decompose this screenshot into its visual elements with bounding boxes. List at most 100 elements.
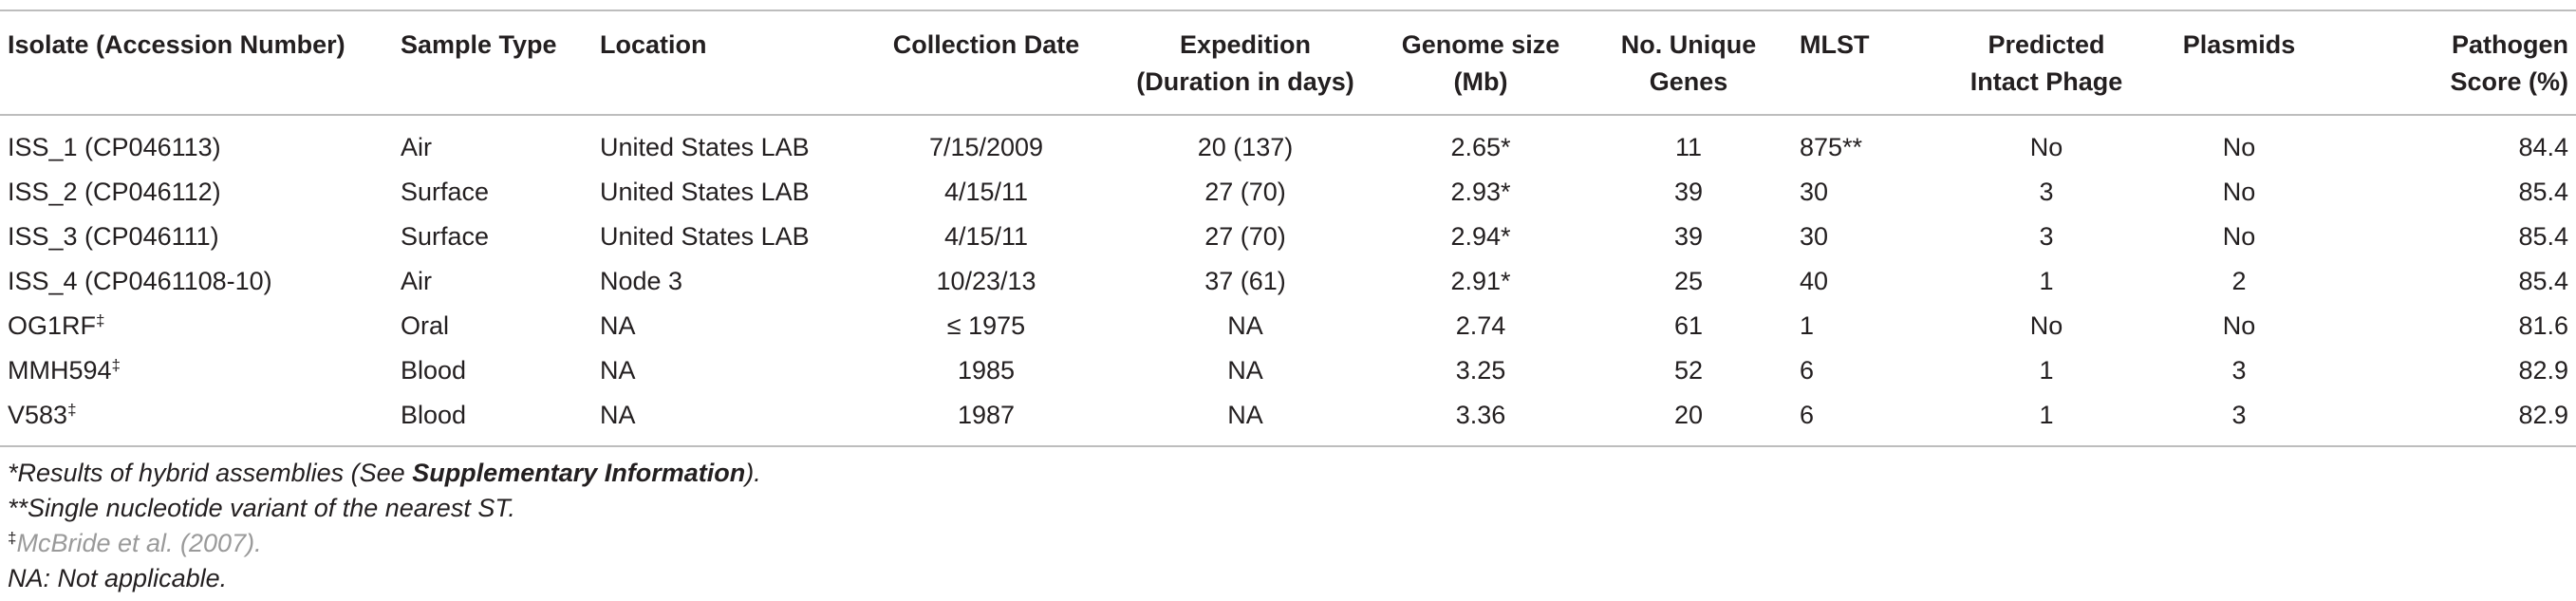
cell-phage: No bbox=[2029, 310, 2063, 340]
cell-mlst: 40 bbox=[1800, 266, 1829, 295]
header-pathogen-score: Pathogen Score (%) bbox=[2329, 9, 2576, 116]
cell-sample-type: Air bbox=[401, 132, 432, 161]
cell-collection-date: 4/15/11 bbox=[943, 177, 1029, 206]
cell-location: NA bbox=[600, 355, 636, 385]
cell-collection-date: 7/15/2009 bbox=[928, 132, 1044, 161]
cell-isolate: OG1RF‡ bbox=[8, 310, 105, 340]
cell-plasmids: 2 bbox=[2231, 266, 2247, 295]
cell-plasmids: No bbox=[2222, 310, 2256, 340]
header-isolate: Isolate (Accession Number) bbox=[0, 9, 393, 116]
header-location: Location bbox=[592, 9, 858, 116]
cell-genome-size: 2.91* bbox=[1450, 266, 1511, 295]
cell-expedition: 27 (70) bbox=[1204, 177, 1286, 206]
cell-collection-date: 4/15/11 bbox=[943, 221, 1029, 251]
cell-expedition: NA bbox=[1114, 392, 1376, 447]
cell-genome-size: 3.25 bbox=[1455, 355, 1506, 385]
cell-sample-type: Blood bbox=[401, 355, 467, 385]
isolate-footnote-marker: ‡ bbox=[67, 400, 77, 419]
cell-pathogen-score: 82.9 bbox=[2329, 392, 2576, 447]
cell-pathogen-score: 85.4 bbox=[2518, 177, 2568, 206]
cell-mlst: 6 bbox=[1792, 392, 1944, 447]
supplementary-info-ref: Supplementary Information bbox=[412, 459, 746, 487]
cell-location: NA bbox=[592, 392, 858, 447]
cell-plasmids: 3 bbox=[2149, 392, 2329, 447]
cell-unique-genes: 20 bbox=[1585, 392, 1792, 447]
header-plasmids: Plasmids bbox=[2149, 9, 2329, 116]
cell-phage: 1 bbox=[2039, 266, 2054, 295]
cell-collection-date: ≤ 1975 bbox=[946, 310, 1026, 340]
cell-sample-type: Blood bbox=[393, 392, 592, 447]
table-body: ISS_1 (CP046113) Air United States LAB 7/15… bbox=[0, 115, 2576, 447]
cell-location: Node 3 bbox=[600, 266, 683, 295]
cell-location: United States LAB bbox=[600, 221, 810, 251]
cell-isolate: ISS_4 (CP0461108-10) bbox=[8, 266, 272, 295]
table-row: OG1RF‡ Oral NA ≤ 1975 NA 2.74 61 1 No No 81.6 bbox=[0, 303, 2576, 347]
cell-sample-type: Oral bbox=[401, 310, 450, 340]
table-row: V583‡ Blood NA 1987 NA 3.36 20 6 1 3 82.9 bbox=[0, 392, 2576, 447]
table-row: ISS_1 (CP046113) Air United States LAB 7/15… bbox=[0, 115, 2576, 169]
cell-unique-genes: 61 bbox=[1673, 310, 1704, 340]
cell-pathogen-score: 84.4 bbox=[2518, 132, 2568, 161]
cell-plasmids: No bbox=[2222, 177, 2256, 206]
cell-collection-date: 1985 bbox=[957, 355, 1016, 385]
table-row: ISS_2 (CP046112) Surface United States LAB… bbox=[0, 169, 2576, 214]
table-footnotes: *Results of hybrid assemblies (See Suppl… bbox=[8, 456, 761, 596]
cell-pathogen-score: 82.9 bbox=[2518, 355, 2568, 385]
cell-collection-date: 10/23/13 bbox=[936, 266, 1036, 295]
cell-sample-type: Surface bbox=[401, 177, 490, 206]
cell-expedition: NA bbox=[1227, 355, 1263, 385]
cell-phage: 1 bbox=[1944, 392, 2149, 447]
header-sample-type: Sample Type bbox=[393, 9, 592, 116]
cell-genome-size: 2.74 bbox=[1455, 310, 1506, 340]
cell-sample-type: Air bbox=[401, 266, 432, 295]
footnote-reference: ‡McBride et al. (2007). bbox=[8, 526, 761, 561]
header-phage: Predicted Intact Phage bbox=[1944, 9, 2149, 116]
cell-isolate: V583‡ bbox=[0, 392, 393, 447]
cell-phage: 1 bbox=[2039, 355, 2054, 385]
cell-unique-genes: 11 bbox=[1674, 132, 1703, 161]
cell-expedition: 27 (70) bbox=[1204, 221, 1286, 251]
cell-genome-size: 3.36 bbox=[1376, 392, 1585, 447]
cell-plasmids: 3 bbox=[2231, 355, 2247, 385]
cell-location: United States LAB bbox=[600, 177, 810, 206]
double-dagger-symbol: ‡ bbox=[8, 529, 17, 547]
cell-location: NA bbox=[600, 310, 636, 340]
cell-pathogen-score: 85.4 bbox=[2518, 266, 2568, 295]
table-row: MMH594‡ Blood NA 1985 NA 3.25 52 6 1 3 82.9 bbox=[0, 347, 2576, 392]
header-mlst: MLST bbox=[1792, 9, 1944, 116]
table-row: ISS_4 (CP0461108-10) Air Node 3 10/23/13 37 … bbox=[0, 258, 2576, 303]
cell-expedition: NA bbox=[1227, 310, 1263, 340]
table-row: ISS_3 (CP046111) Surface United States LAB… bbox=[0, 214, 2576, 258]
cell-isolate: ISS_1 (CP046113) bbox=[8, 132, 221, 161]
header-row: Isolate (Accession Number) Sample Type L… bbox=[0, 9, 2576, 116]
cell-phage: 3 bbox=[2039, 221, 2054, 251]
cell-genome-size: 2.65* bbox=[1450, 132, 1511, 161]
cell-genome-size: 2.93* bbox=[1450, 177, 1511, 206]
footnote-hybrid: *Results of hybrid assemblies (See Suppl… bbox=[8, 459, 761, 487]
cell-mlst: 875** bbox=[1800, 132, 1863, 161]
cell-isolate: ISS_2 (CP046112) bbox=[8, 177, 221, 206]
header-genome-size: Genome size (Mb) bbox=[1376, 9, 1585, 116]
cell-phage: 3 bbox=[2039, 177, 2054, 206]
cell-expedition: 37 (61) bbox=[1204, 266, 1286, 295]
cell-mlst: 1 bbox=[1800, 310, 1815, 340]
isolate-table: Isolate (Accession Number) Sample Type L… bbox=[0, 9, 2576, 447]
cell-genome-size: 2.94* bbox=[1450, 221, 1511, 251]
cell-isolate: ISS_3 (CP046111) bbox=[8, 221, 219, 251]
cell-mlst: 30 bbox=[1800, 221, 1829, 251]
cell-location: United States LAB bbox=[600, 132, 810, 161]
cell-mlst: 30 bbox=[1800, 177, 1829, 206]
cell-plasmids: No bbox=[2222, 221, 2256, 251]
cell-plasmids: No bbox=[2222, 132, 2256, 161]
cell-unique-genes: 39 bbox=[1673, 177, 1704, 206]
header-expedition: Expedition (Duration in days) bbox=[1114, 9, 1376, 116]
table-container: Isolate (Accession Number) Sample Type L… bbox=[0, 9, 2576, 447]
cell-collection-date: 1987 bbox=[858, 392, 1114, 447]
cell-unique-genes: 52 bbox=[1673, 355, 1704, 385]
cell-expedition: 20 (137) bbox=[1197, 132, 1294, 161]
header-unique-genes: No. Unique Genes bbox=[1585, 9, 1792, 116]
reference-link[interactable]: McBride et al. (2007). bbox=[16, 529, 262, 557]
cell-unique-genes: 39 bbox=[1673, 221, 1704, 251]
cell-unique-genes: 25 bbox=[1673, 266, 1704, 295]
cell-pathogen-score: 81.6 bbox=[2518, 310, 2568, 340]
